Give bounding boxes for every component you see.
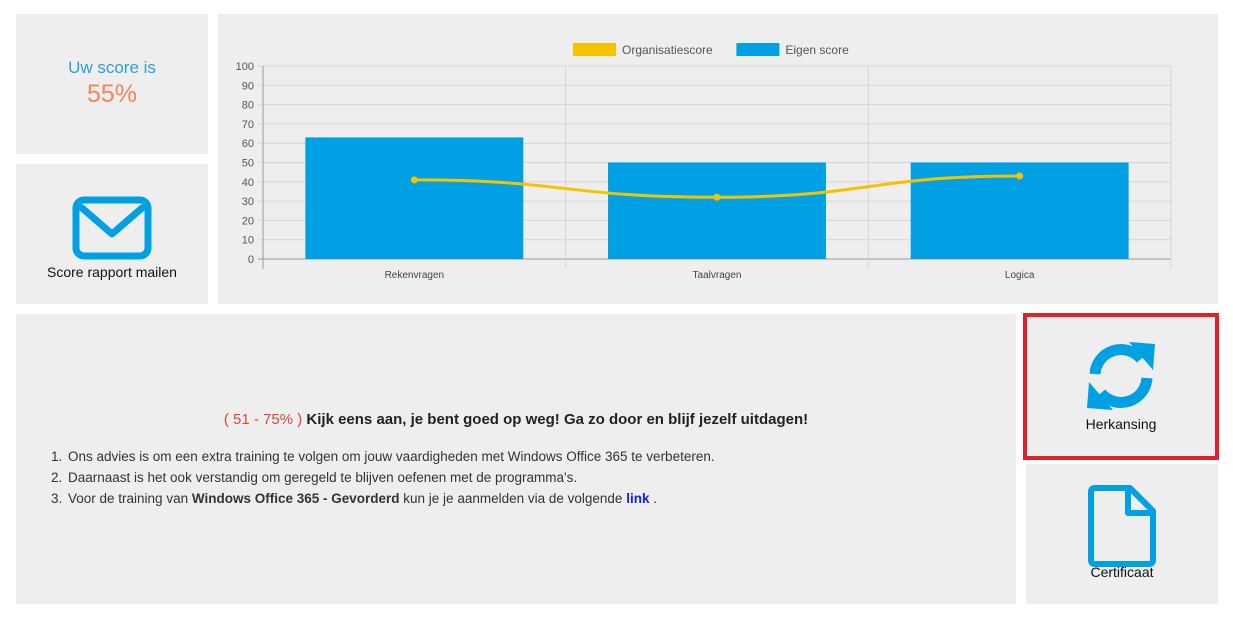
x-tick-label: Logica <box>1005 270 1035 281</box>
legend-label: Organisatiescore <box>622 43 713 57</box>
training-signup-link[interactable]: link <box>626 491 650 506</box>
score-chart-panel: 0 10 20 30 40 50 60 70 80 90 100 Rekenvragen Taalvra… <box>218 14 1218 304</box>
score-value: 55% <box>86 80 138 108</box>
advice-item-text: Voor de training van <box>68 491 192 506</box>
y-tick-label: 0 <box>248 254 254 266</box>
bar <box>608 162 826 259</box>
advice-headline: ( 51 - 75% ) Kijk eens aan, je bent goed… <box>16 411 1016 428</box>
certificate-button[interactable]: Certificaat <box>1026 464 1218 604</box>
score-panel: Uw score is 55% <box>16 14 208 154</box>
advice-item: Ons advies is om een extra training te v… <box>66 446 715 467</box>
advice-headline-text: Kijk eens aan, je bent goed op weg! Ga z… <box>306 411 809 428</box>
y-tick-label: 30 <box>242 196 254 208</box>
line-point <box>1016 172 1024 180</box>
advice-item-text: kun je je aanmelden via de volgende <box>399 491 627 506</box>
y-tick-label: 70 <box>242 119 254 131</box>
envelope-icon <box>72 196 152 260</box>
y-tick-label: 40 <box>242 177 254 189</box>
mail-report-label: Score rapport mailen <box>47 264 177 280</box>
advice-item: Voor de training van Windows Office 365 … <box>66 488 715 509</box>
advice-item-text: . <box>649 491 657 506</box>
score-range: ( 51 - 75% ) <box>223 411 303 428</box>
y-tick-label: 60 <box>242 138 254 150</box>
line-point <box>410 176 418 184</box>
advice-list: Ons advies is om een extra training te v… <box>66 446 715 509</box>
retake-label: Herkansing <box>1085 416 1157 432</box>
score-label: Uw score is <box>68 58 156 77</box>
document-icon <box>1088 485 1156 567</box>
advice-item-text: Ons advies is om een extra training te v… <box>68 449 715 464</box>
legend-label: Eigen score <box>785 43 849 57</box>
x-tick-label: Rekenvragen <box>385 270 444 281</box>
y-tick-label: 20 <box>242 215 254 227</box>
mail-report-button[interactable]: Score rapport mailen <box>16 164 208 304</box>
bar <box>305 137 524 259</box>
legend-swatch <box>573 43 616 56</box>
advice-panel: ( 51 - 75% ) Kijk eens aan, je bent goed… <box>16 314 1016 604</box>
y-tick-label: 50 <box>242 158 254 170</box>
retake-button[interactable]: Herkansing <box>1023 313 1219 460</box>
advice-item: Daarnaast is het ook verstandig om gereg… <box>66 467 715 488</box>
training-name: Windows Office 365 - Gevorderd <box>191 491 400 506</box>
y-tick-label: 100 <box>236 61 254 73</box>
x-tick-label: Taalvragen <box>693 270 742 281</box>
line-point <box>713 193 721 201</box>
refresh-icon <box>1087 342 1155 410</box>
y-tick-label: 90 <box>242 80 254 92</box>
y-tick-label: 80 <box>242 100 254 112</box>
certificate-label: Certificaat <box>1090 564 1154 580</box>
y-tick-label: 10 <box>242 235 254 247</box>
advice-item-text: Daarnaast is het ook verstandig om gereg… <box>68 470 578 485</box>
score-chart: 0 10 20 30 40 50 60 70 80 90 100 Rekenvragen Taalvra… <box>236 43 1172 281</box>
legend-swatch <box>736 43 780 56</box>
